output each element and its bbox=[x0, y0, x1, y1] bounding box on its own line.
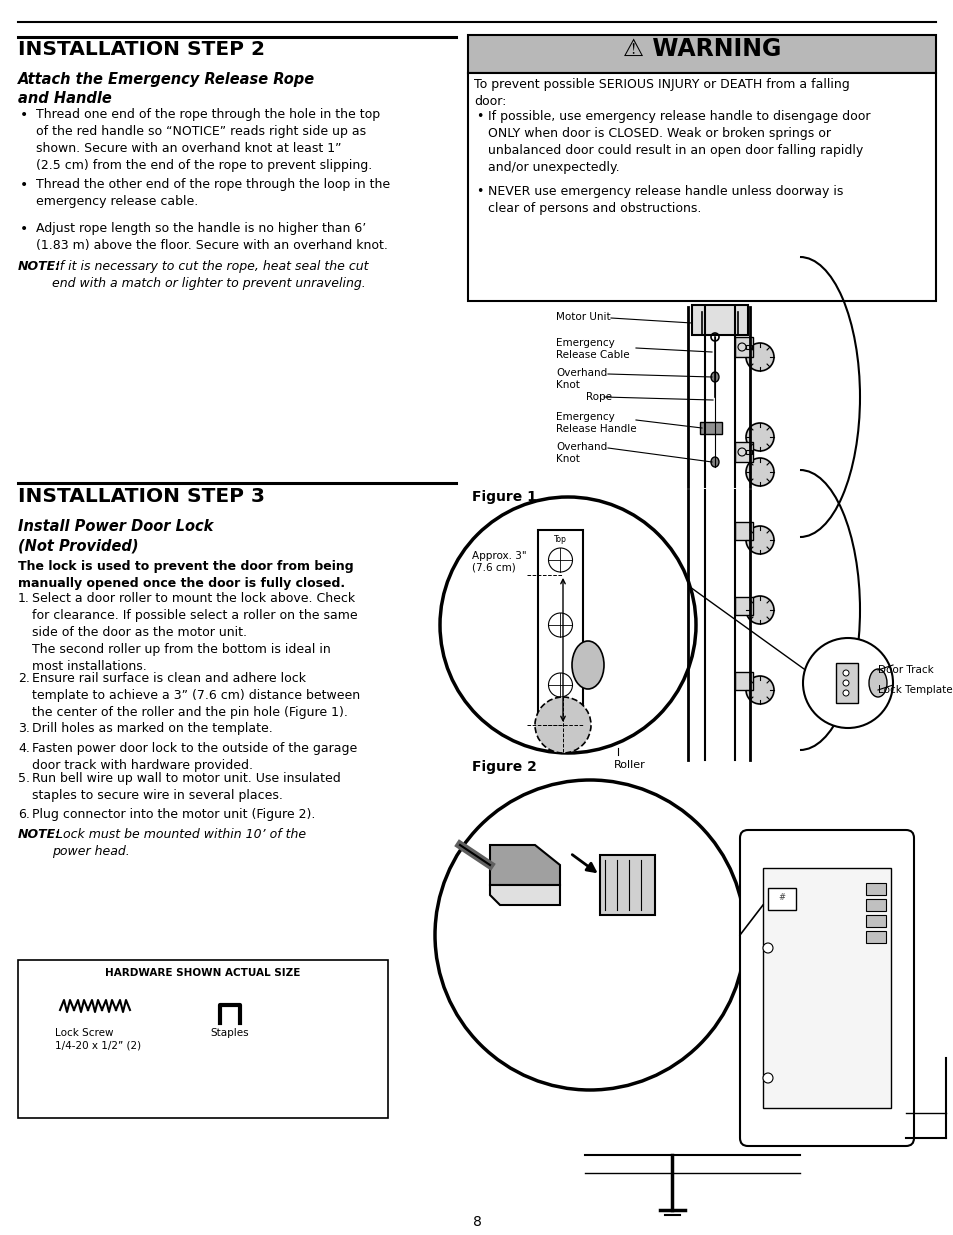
Circle shape bbox=[842, 680, 848, 685]
Bar bbox=[734, 522, 752, 540]
Text: •: • bbox=[20, 107, 29, 122]
Bar bbox=[734, 442, 752, 462]
Text: NEVER use emergency release handle unless doorway is
clear of persons and obstru: NEVER use emergency release handle unles… bbox=[488, 185, 842, 215]
Ellipse shape bbox=[710, 372, 719, 382]
Text: Approx. 3"
(7.6 cm): Approx. 3" (7.6 cm) bbox=[472, 551, 526, 573]
Bar bbox=[835, 663, 857, 703]
Circle shape bbox=[745, 597, 773, 624]
Bar bbox=[865, 883, 885, 895]
Bar bbox=[468, 73, 935, 301]
Text: Thread the other end of the rope through the loop in the
emergency release cable: Thread the other end of the rope through… bbox=[36, 178, 390, 207]
Text: 3.: 3. bbox=[18, 722, 30, 735]
Bar bbox=[734, 597, 752, 615]
Text: HARDWARE SHOWN ACTUAL SIZE: HARDWARE SHOWN ACTUAL SIZE bbox=[105, 968, 300, 978]
Text: Roller: Roller bbox=[614, 760, 645, 769]
Text: If possible, use emergency release handle to disengage door
ONLY when door is CL: If possible, use emergency release handl… bbox=[488, 110, 869, 174]
Text: INSTALLATION STEP 2: INSTALLATION STEP 2 bbox=[18, 40, 265, 59]
Text: •: • bbox=[20, 222, 29, 236]
Bar bbox=[700, 422, 721, 433]
Text: Ensure rail surface is clean and adhere lock
template to achieve a 3” (7.6 cm) d: Ensure rail surface is clean and adhere … bbox=[32, 672, 359, 719]
Bar bbox=[865, 915, 885, 927]
Ellipse shape bbox=[710, 457, 719, 467]
Text: Rope: Rope bbox=[585, 391, 612, 403]
Text: ⚠ WARNING: ⚠ WARNING bbox=[622, 37, 781, 61]
Text: Figure 2: Figure 2 bbox=[472, 760, 537, 774]
Text: Drill holes as marked on the template.: Drill holes as marked on the template. bbox=[32, 722, 273, 735]
Text: 2.: 2. bbox=[18, 672, 30, 685]
Bar bbox=[691, 305, 747, 335]
Bar bbox=[599, 855, 655, 915]
Text: NOTE:: NOTE: bbox=[18, 261, 61, 273]
Text: •: • bbox=[476, 185, 483, 198]
Text: Plug connector into the motor unit (Figure 2).: Plug connector into the motor unit (Figu… bbox=[32, 808, 315, 821]
Text: Door Track: Door Track bbox=[877, 664, 933, 676]
Text: 4.: 4. bbox=[18, 742, 30, 755]
Circle shape bbox=[745, 526, 773, 555]
Text: The lock is used to prevent the door from being
manually opened once the door is: The lock is used to prevent the door fro… bbox=[18, 559, 354, 590]
Text: 1.: 1. bbox=[18, 592, 30, 605]
Bar bbox=[537, 530, 582, 720]
Text: To prevent possible SERIOUS INJURY or DEATH from a falling
door:: To prevent possible SERIOUS INJURY or DE… bbox=[474, 78, 849, 107]
Bar bbox=[745, 450, 751, 454]
Text: INSTALLATION STEP 3: INSTALLATION STEP 3 bbox=[18, 487, 265, 506]
Text: Motor Unit: Motor Unit bbox=[556, 312, 610, 322]
Bar bbox=[762, 868, 890, 1108]
Text: Top: Top bbox=[554, 535, 566, 543]
Text: •: • bbox=[476, 110, 483, 124]
Circle shape bbox=[842, 690, 848, 697]
Text: Emergency
Release Cable: Emergency Release Cable bbox=[556, 338, 629, 359]
Text: Install Power Door Lock
(Not Provided): Install Power Door Lock (Not Provided) bbox=[18, 519, 213, 553]
Text: Emergency
Release Handle: Emergency Release Handle bbox=[556, 412, 636, 433]
Circle shape bbox=[762, 1073, 772, 1083]
Text: If it is necessary to cut the rope, heat seal the cut
end with a match or lighte: If it is necessary to cut the rope, heat… bbox=[52, 261, 368, 290]
Bar bbox=[745, 345, 751, 350]
Text: #: # bbox=[778, 893, 784, 902]
Text: Lock Template: Lock Template bbox=[877, 685, 952, 695]
Circle shape bbox=[802, 638, 892, 727]
Circle shape bbox=[762, 944, 772, 953]
Circle shape bbox=[439, 496, 696, 753]
Text: Thread one end of the rope through the hole in the top
of the red handle so “NOT: Thread one end of the rope through the h… bbox=[36, 107, 379, 172]
Text: 8: 8 bbox=[472, 1215, 481, 1229]
FancyBboxPatch shape bbox=[740, 830, 913, 1146]
Text: 6.: 6. bbox=[18, 808, 30, 821]
Bar bbox=[734, 337, 752, 357]
Text: Lock Screw
1/4-20 x 1/2” (2): Lock Screw 1/4-20 x 1/2” (2) bbox=[55, 1028, 141, 1051]
Text: NOTE:: NOTE: bbox=[18, 827, 61, 841]
Circle shape bbox=[745, 343, 773, 370]
Ellipse shape bbox=[868, 669, 886, 697]
Text: 5.: 5. bbox=[18, 772, 30, 785]
Bar bbox=[865, 899, 885, 911]
Polygon shape bbox=[490, 845, 559, 885]
Text: •: • bbox=[20, 178, 29, 191]
Text: Overhand
Knot: Overhand Knot bbox=[556, 442, 607, 463]
Text: Attach the Emergency Release Rope
and Handle: Attach the Emergency Release Rope and Ha… bbox=[18, 72, 314, 106]
Circle shape bbox=[745, 676, 773, 704]
Circle shape bbox=[435, 781, 744, 1091]
Bar bbox=[734, 672, 752, 690]
Circle shape bbox=[535, 697, 590, 753]
Bar bbox=[865, 931, 885, 944]
Bar bbox=[468, 35, 935, 73]
Circle shape bbox=[842, 671, 848, 676]
Text: Figure 1: Figure 1 bbox=[472, 490, 537, 504]
Text: Fasten power door lock to the outside of the garage
door track with hardware pro: Fasten power door lock to the outside of… bbox=[32, 742, 356, 772]
Text: Run bell wire up wall to motor unit. Use insulated
staples to secure wire in sev: Run bell wire up wall to motor unit. Use… bbox=[32, 772, 340, 802]
Text: Lock must be mounted within 10’ of the
power head.: Lock must be mounted within 10’ of the p… bbox=[52, 827, 306, 858]
Text: Staples: Staples bbox=[210, 1028, 249, 1037]
Ellipse shape bbox=[572, 641, 603, 689]
Circle shape bbox=[745, 424, 773, 451]
Text: Adjust rope length so the handle is no higher than 6’
(1.83 m) above the floor. : Adjust rope length so the handle is no h… bbox=[36, 222, 388, 252]
Text: Overhand
Knot: Overhand Knot bbox=[556, 368, 607, 389]
Bar bbox=[767, 888, 795, 910]
Text: Select a door roller to mount the lock above. Check
for clearance. If possible s: Select a door roller to mount the lock a… bbox=[32, 592, 357, 673]
Polygon shape bbox=[490, 885, 559, 905]
Circle shape bbox=[745, 458, 773, 487]
Bar bbox=[18, 960, 388, 1118]
